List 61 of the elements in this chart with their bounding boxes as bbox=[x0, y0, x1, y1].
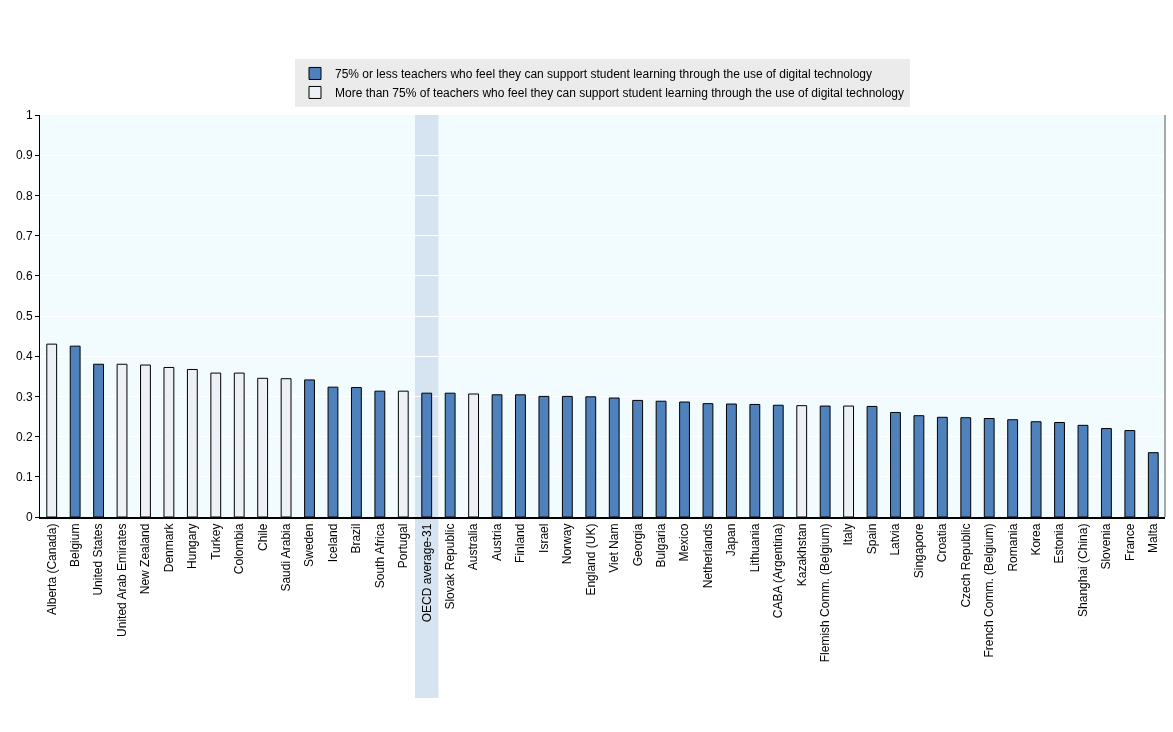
x-tick-label: Alberta (Canada) bbox=[44, 523, 59, 615]
x-tick-label: New Zealand bbox=[138, 523, 153, 595]
x-tick-label: England (UK) bbox=[583, 523, 598, 596]
y-tick-label: 0.3 bbox=[15, 389, 33, 404]
x-tick-label: France bbox=[1122, 523, 1137, 561]
legend-label: More than 75% of teachers who feel they can support student learning through the use of digital technology bbox=[335, 86, 905, 101]
x-tick-label: Belgium bbox=[68, 523, 83, 567]
y-tick-label: 0.4 bbox=[15, 349, 33, 364]
x-tick-label: Turkey bbox=[208, 523, 223, 560]
x-tick-label: Singapore bbox=[911, 523, 926, 579]
x-tick-label: Viet Nam bbox=[607, 523, 622, 573]
x-tick-label: Austria bbox=[489, 523, 504, 561]
x-tick-label: Slovak Republic bbox=[443, 523, 458, 610]
x-tick-label: United Arab Emirates bbox=[114, 523, 129, 637]
x-tick-label: Kazakhstan bbox=[794, 523, 809, 587]
x-tick-label: Shanghai (China) bbox=[1075, 523, 1090, 617]
x-tick-label: Italy bbox=[841, 523, 856, 546]
x-tick-label: Australia bbox=[466, 523, 481, 571]
x-tick-label: Malta bbox=[1146, 523, 1161, 553]
y-tick-label: 0.5 bbox=[15, 309, 33, 324]
x-tick-label: Georgia bbox=[630, 523, 645, 567]
x-tick-label: Bulgaria bbox=[653, 523, 668, 568]
x-tick-label: Colombia bbox=[232, 523, 247, 575]
y-tick-label: 0.7 bbox=[15, 228, 33, 243]
x-tick-label: Latvia bbox=[888, 523, 903, 556]
x-tick-label: South Africa bbox=[372, 523, 387, 589]
x-tick-label: Czech Republic bbox=[958, 523, 973, 608]
x-tick-label: Spain bbox=[864, 523, 879, 555]
x-tick-label: Sweden bbox=[302, 523, 317, 567]
x-tick-label: Japan bbox=[724, 523, 739, 557]
x-tick-label: Brazil bbox=[349, 523, 364, 554]
y-tick-label: 0.6 bbox=[15, 269, 33, 283]
x-tick-label: Mexico bbox=[677, 523, 692, 562]
y-tick-label: 0.2 bbox=[15, 429, 33, 444]
y-tick-label: 0.9 bbox=[15, 148, 33, 163]
x-tick-label: Lithuania bbox=[747, 523, 762, 573]
x-tick-label: United States bbox=[91, 523, 106, 596]
x-tick-label: Iceland bbox=[325, 523, 340, 563]
x-tick-label: Hungary bbox=[185, 523, 200, 569]
y-tick-label: 0 bbox=[25, 510, 33, 525]
x-tick-label: Norway bbox=[560, 523, 575, 565]
x-tick-label: Portugal bbox=[396, 523, 411, 569]
x-tick-label: Chile bbox=[255, 523, 270, 551]
x-tick-label: Romania bbox=[1005, 523, 1020, 572]
legend-label: 75% or less teachers who feel they can support student learning through the use of digital technology bbox=[335, 67, 873, 82]
x-tick-label: Netherlands bbox=[700, 523, 715, 589]
x-tick-label: CABA (Argentina) bbox=[771, 523, 786, 619]
x-tick-label: Korea bbox=[1028, 523, 1043, 556]
x-tick-label: OECD average-31 bbox=[419, 523, 434, 623]
x-tick-label: Israel bbox=[536, 523, 551, 553]
y-tick-label: 1 bbox=[25, 108, 33, 123]
x-tick-label: Flemish Comm. (Belgium) bbox=[818, 523, 833, 663]
y-tick-label: 0.1 bbox=[15, 470, 33, 484]
x-tick-label: Croatia bbox=[935, 523, 950, 563]
x-tick-label: Estonia bbox=[1052, 523, 1067, 564]
x-tick-label: French Comm. (Belgium) bbox=[982, 523, 997, 658]
x-tick-label: Finland bbox=[513, 523, 528, 563]
x-tick-label: Saudi Arabia bbox=[278, 523, 293, 592]
x-tick-label: Slovenia bbox=[1099, 523, 1114, 570]
x-tick-label: Denmark bbox=[161, 522, 176, 573]
y-tick-label: 0.8 bbox=[15, 188, 33, 203]
